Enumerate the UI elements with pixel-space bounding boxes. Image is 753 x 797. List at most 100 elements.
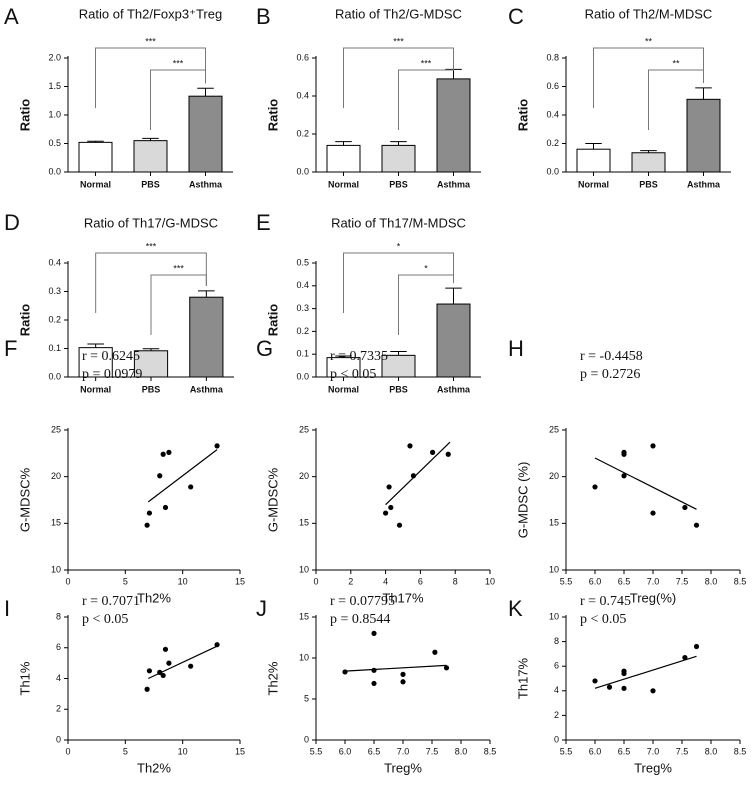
significance-bracket: [648, 69, 704, 130]
y-tick-label: 0.6: [546, 81, 559, 91]
y-tick-label: 0.2: [546, 138, 559, 148]
fit-line: [385, 441, 451, 506]
x-tick-label: Normal: [80, 384, 111, 394]
point: [396, 522, 403, 528]
y-axis-label: Th1%: [17, 661, 32, 695]
point: [445, 451, 451, 457]
annotation: p < 0.05: [330, 367, 376, 382]
bar: [78, 141, 113, 173]
point: [693, 643, 700, 650]
fit-line: [148, 645, 218, 680]
x-tick-label: PBS: [389, 384, 408, 394]
y-axis-label: Ratio: [515, 99, 530, 132]
bar: [686, 98, 721, 173]
point: [144, 522, 150, 528]
annotation: p = 0.0979: [82, 367, 142, 382]
y-tick-label: 0.0: [546, 166, 559, 176]
x-tick-label: 15: [235, 746, 245, 756]
point: [621, 668, 627, 674]
y-tick-label: 0.0: [296, 371, 309, 381]
y-tick-label: 15: [299, 518, 309, 528]
y-tick-label: 0.1: [48, 343, 61, 353]
y-tick-label: 0: [554, 734, 559, 744]
chart-title: Ratio of Th17/M-MDSC: [331, 215, 466, 230]
x-axis-label: Th2%: [137, 760, 171, 775]
x-axis-label: Treg(%): [630, 590, 676, 605]
y-axis-label: Ratio: [17, 304, 32, 337]
fit-line: [344, 664, 447, 672]
x-tick-label: 8.0: [455, 746, 468, 756]
point: [621, 451, 627, 457]
significance-label: ***: [173, 58, 184, 68]
bar: [436, 303, 471, 378]
x-tick-label: PBS: [389, 179, 408, 189]
x-tick-label: 8.0: [705, 576, 718, 586]
panel-letter: D: [4, 210, 20, 235]
y-tick-label: 4: [554, 685, 559, 695]
y-tick-label: 25: [299, 424, 309, 434]
x-tick-label: 8.5: [734, 746, 747, 756]
panel-letter: B: [256, 4, 271, 29]
significance-bracket: [343, 252, 454, 313]
y-tick-label: 4: [56, 673, 61, 683]
y-tick-label: 20: [299, 471, 309, 481]
x-tick-label: 5: [123, 576, 128, 586]
y-tick-label: 2.0: [48, 52, 61, 62]
y-tick-label: 0: [304, 734, 309, 744]
x-axis-label: Treg%: [384, 760, 422, 775]
y-tick-label: 0.6: [296, 52, 309, 62]
chart-title: Ratio of Th17/G-MDSC: [84, 215, 218, 230]
point: [386, 484, 392, 490]
x-tick-label: Asthma: [437, 384, 471, 394]
y-axis-label: G-MDSC%: [265, 467, 280, 532]
x-tick-label: 7.5: [676, 746, 689, 756]
y-tick-label: 0.2: [296, 128, 309, 138]
point: [682, 504, 688, 511]
y-axis-label: G-MDSC%: [17, 467, 32, 532]
point: [400, 679, 406, 685]
point: [443, 665, 450, 671]
significance-label: **: [672, 58, 680, 68]
bar: [188, 95, 223, 173]
x-tick-label: Normal: [578, 179, 609, 189]
x-axis-label: Th2%: [137, 590, 171, 605]
y-tick-label: 0.4: [296, 280, 309, 290]
x-tick-label: Asthma: [190, 384, 224, 394]
point: [371, 680, 377, 687]
annotation: r = 0.7335: [330, 349, 388, 364]
y-tick-label: 8: [56, 611, 61, 621]
y-axis-label: Ratio: [265, 99, 280, 132]
y-tick-label: 0.5: [296, 257, 309, 267]
x-tick-label: PBS: [639, 179, 658, 189]
significance-bracket: [95, 47, 206, 108]
x-axis-label: Treg%: [634, 760, 672, 775]
point: [432, 649, 438, 655]
y-tick-label: 15: [299, 611, 309, 621]
significance-bracket: [593, 47, 704, 108]
point: [162, 504, 169, 511]
point: [371, 667, 377, 673]
bar: [133, 350, 169, 378]
y-tick-label: 0.0: [48, 166, 61, 176]
y-tick-label: 2: [56, 704, 61, 714]
annotation: r = -0.4458: [580, 349, 643, 364]
point: [650, 443, 656, 449]
x-tick-label: 0: [65, 576, 70, 586]
significance-bracket: [150, 274, 207, 335]
point: [214, 443, 220, 449]
y-tick-label: 25: [549, 424, 559, 434]
bar: [576, 148, 611, 173]
point: [650, 688, 656, 694]
point: [144, 686, 150, 692]
significance-label: **: [645, 36, 653, 46]
annotation: p < 0.05: [82, 612, 128, 627]
y-tick-label: 10: [549, 564, 559, 574]
y-tick-label: 25: [51, 424, 61, 434]
point: [188, 663, 194, 669]
y-axis-label: G-MDSC (%): [515, 462, 530, 539]
x-tick-label: 7.0: [397, 746, 410, 756]
y-tick-label: 0.0: [296, 166, 309, 176]
x-tick-label: 7.0: [647, 746, 660, 756]
y-tick-label: 8: [554, 636, 559, 646]
point: [162, 646, 169, 652]
